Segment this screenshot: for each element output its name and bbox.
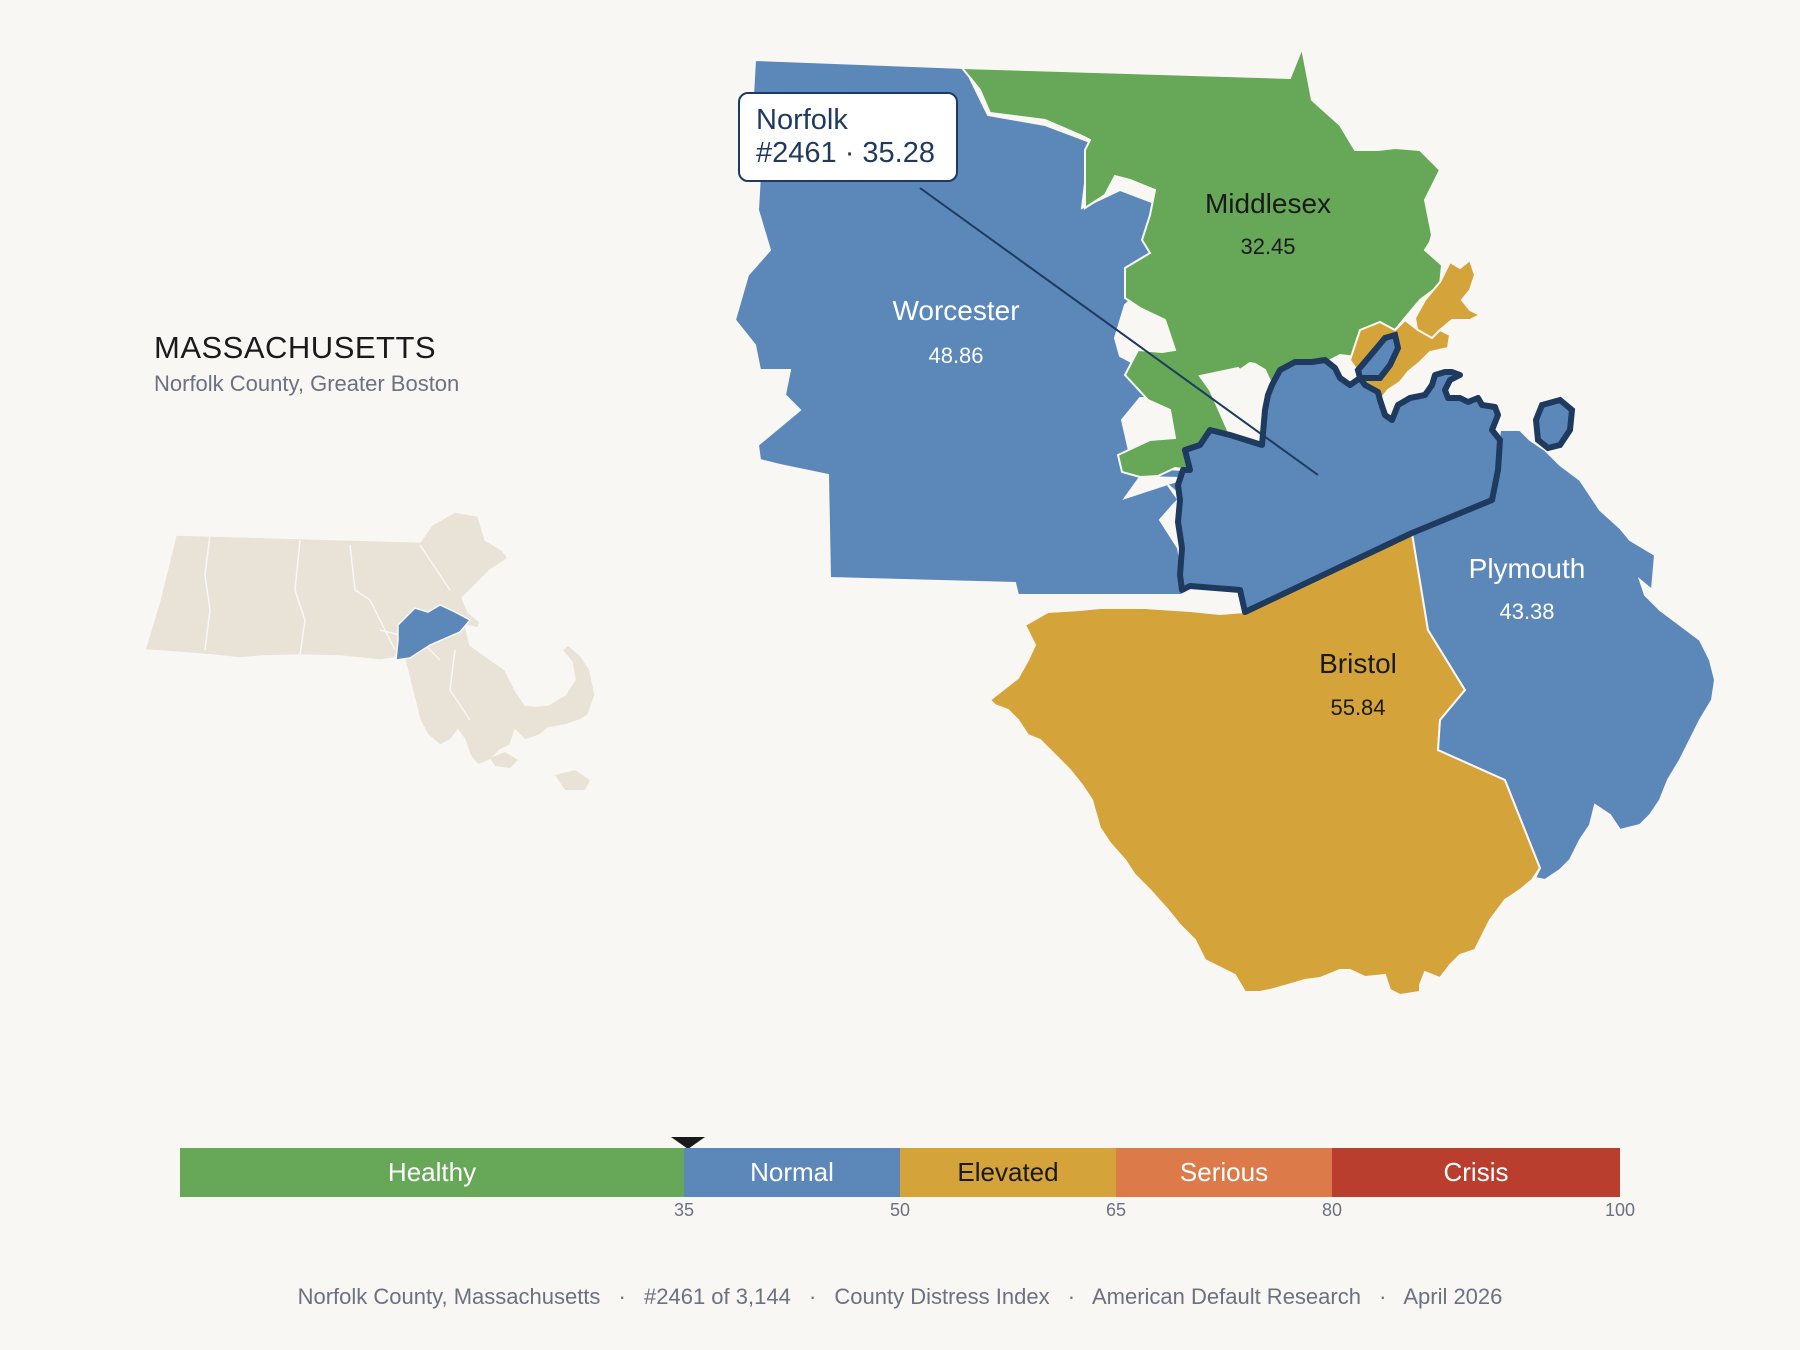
- county-norfolk-hull: [1532, 396, 1576, 452]
- scale-label-elevated: Elevated: [957, 1157, 1059, 1187]
- inset-islands: [490, 752, 590, 790]
- scale-marker-icon: [671, 1137, 705, 1149]
- footer-index: County Distress Index: [834, 1284, 1050, 1309]
- value-worcester: 48.86: [928, 343, 983, 368]
- tooltip-rank-score: #2461 · 35.28: [756, 137, 935, 169]
- county-plymouth[interactable]: [1410, 429, 1717, 882]
- footer-date: April 2026: [1403, 1284, 1503, 1309]
- label-worcester: Worcester: [892, 295, 1019, 326]
- distress-scale-bar: Healthy Normal Elevated Serious Crisis: [180, 1148, 1620, 1197]
- scale-tick-65: 65: [1105, 1200, 1127, 1220]
- tooltip-leader-line: [919, 187, 1319, 476]
- state-title: MASSACHUSETTS: [154, 330, 437, 365]
- inset-massachusetts-outline: [144, 511, 596, 766]
- tooltip-county-name: Norfolk: [756, 104, 848, 136]
- footer-rank: #2461 of 3,144: [644, 1284, 791, 1309]
- footer-separator: ·: [618, 1284, 626, 1309]
- footer-source: American Default Research: [1091, 1284, 1361, 1309]
- scale-label-crisis: Crisis: [1443, 1157, 1509, 1187]
- value-bristol: 55.84: [1330, 695, 1385, 720]
- footer-separator: ·: [1379, 1284, 1387, 1309]
- scale-segment-elevated: Elevated: [900, 1148, 1116, 1197]
- county-suffolk-winthrop: [1354, 331, 1402, 381]
- scale-tick-100: 100: [1604, 1200, 1636, 1220]
- scale-tick-50: 50: [889, 1200, 911, 1220]
- scale-tick-35: 35: [673, 1200, 695, 1220]
- scale-segment-crisis: Crisis: [1332, 1148, 1620, 1197]
- scale-label-healthy: Healthy: [387, 1157, 477, 1187]
- state-subtitle: Norfolk County, Greater Boston: [154, 371, 460, 396]
- county-tooltip: Norfolk #2461 · 35.28: [738, 92, 958, 182]
- scale-tick-80: 80: [1321, 1200, 1343, 1220]
- county-norfolk[interactable]: [1175, 357, 1503, 615]
- label-middlesex: Middlesex: [1205, 188, 1331, 219]
- inset-norfolk-highlight: [395, 604, 472, 661]
- value-middlesex: 32.45: [1240, 234, 1295, 259]
- scale-label-normal: Normal: [750, 1157, 834, 1187]
- footer-separator: ·: [808, 1284, 817, 1309]
- label-bristol: Bristol: [1319, 648, 1397, 679]
- scale-segment-healthy: Healthy: [180, 1148, 684, 1197]
- value-plymouth: 43.38: [1499, 599, 1554, 624]
- scale-segment-serious: Serious: [1116, 1148, 1332, 1197]
- footer-caption: Norfolk County, Massachusetts · #2461 of…: [0, 1284, 1800, 1310]
- county-bristol[interactable]: [988, 531, 1542, 997]
- scale-segment-normal: Normal: [684, 1148, 900, 1197]
- footer-separator: ·: [1067, 1284, 1076, 1309]
- footer-county: Norfolk County, Massachusetts: [297, 1284, 601, 1309]
- inset-county-lines: [204, 534, 471, 721]
- label-plymouth: Plymouth: [1469, 553, 1586, 584]
- scale-label-serious: Serious: [1179, 1157, 1269, 1187]
- inset-state-map: [144, 511, 596, 790]
